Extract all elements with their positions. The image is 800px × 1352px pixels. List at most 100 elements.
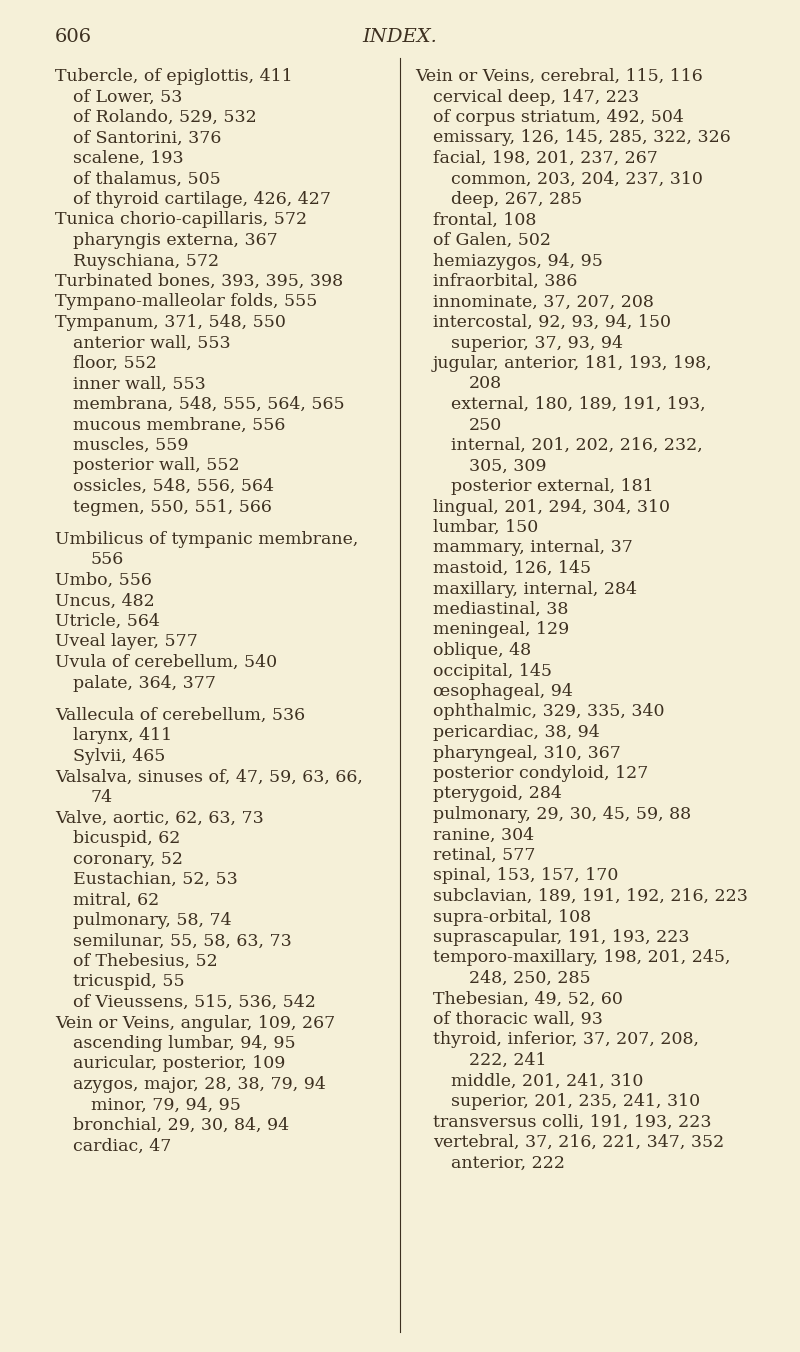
Text: spinal, 153, 157, 170: spinal, 153, 157, 170 bbox=[433, 868, 618, 884]
Text: palate, 364, 377: palate, 364, 377 bbox=[73, 675, 216, 691]
Text: of corpus striatum, 492, 504: of corpus striatum, 492, 504 bbox=[433, 110, 684, 126]
Text: 250: 250 bbox=[469, 416, 502, 434]
Text: Uveal layer, 577: Uveal layer, 577 bbox=[55, 634, 198, 650]
Text: membrana, 548, 555, 564, 565: membrana, 548, 555, 564, 565 bbox=[73, 396, 345, 412]
Text: semilunar, 55, 58, 63, 73: semilunar, 55, 58, 63, 73 bbox=[73, 933, 292, 949]
Text: larynx, 411: larynx, 411 bbox=[73, 727, 172, 745]
Text: INDEX.: INDEX. bbox=[362, 28, 438, 46]
Text: of Lower, 53: of Lower, 53 bbox=[73, 88, 182, 105]
Text: posterior external, 181: posterior external, 181 bbox=[451, 479, 654, 495]
Text: Umbo, 556: Umbo, 556 bbox=[55, 572, 152, 589]
Text: Vein or Veins, cerebral, 115, 116: Vein or Veins, cerebral, 115, 116 bbox=[415, 68, 702, 85]
Text: Tympanum, 371, 548, 550: Tympanum, 371, 548, 550 bbox=[55, 314, 286, 331]
Text: 606: 606 bbox=[55, 28, 92, 46]
Text: œsophageal, 94: œsophageal, 94 bbox=[433, 683, 573, 700]
Text: external, 180, 189, 191, 193,: external, 180, 189, 191, 193, bbox=[451, 396, 706, 412]
Text: scalene, 193: scalene, 193 bbox=[73, 150, 184, 168]
Text: frontal, 108: frontal, 108 bbox=[433, 211, 536, 228]
Text: Valve, aortic, 62, 63, 73: Valve, aortic, 62, 63, 73 bbox=[55, 810, 264, 826]
Text: mammary, internal, 37: mammary, internal, 37 bbox=[433, 539, 633, 557]
Text: facial, 198, 201, 237, 267: facial, 198, 201, 237, 267 bbox=[433, 150, 658, 168]
Text: of Vieussens, 515, 536, 542: of Vieussens, 515, 536, 542 bbox=[73, 994, 316, 1011]
Text: internal, 201, 202, 216, 232,: internal, 201, 202, 216, 232, bbox=[451, 437, 702, 454]
Text: floor, 552: floor, 552 bbox=[73, 356, 157, 372]
Text: mastoid, 126, 145: mastoid, 126, 145 bbox=[433, 560, 591, 577]
Text: hemiazygos, 94, 95: hemiazygos, 94, 95 bbox=[433, 253, 603, 269]
Text: pterygoid, 284: pterygoid, 284 bbox=[433, 786, 562, 803]
Text: 556: 556 bbox=[91, 552, 124, 568]
Text: transversus colli, 191, 193, 223: transversus colli, 191, 193, 223 bbox=[433, 1114, 711, 1130]
Text: of thalamus, 505: of thalamus, 505 bbox=[73, 170, 221, 188]
Text: anterior, 222: anterior, 222 bbox=[451, 1155, 565, 1171]
Text: pharyngis externa, 367: pharyngis externa, 367 bbox=[73, 233, 278, 249]
Text: mediastinal, 38: mediastinal, 38 bbox=[433, 602, 568, 618]
Text: Vallecula of cerebellum, 536: Vallecula of cerebellum, 536 bbox=[55, 707, 305, 725]
Text: Tunica chorio-capillaris, 572: Tunica chorio-capillaris, 572 bbox=[55, 211, 307, 228]
Text: ranine, 304: ranine, 304 bbox=[433, 826, 534, 844]
Text: superior, 37, 93, 94: superior, 37, 93, 94 bbox=[451, 334, 623, 352]
Text: Tympano-malleolar folds, 555: Tympano-malleolar folds, 555 bbox=[55, 293, 318, 311]
Text: muscles, 559: muscles, 559 bbox=[73, 437, 189, 454]
Text: Vein or Veins, angular, 109, 267: Vein or Veins, angular, 109, 267 bbox=[55, 1014, 335, 1032]
Text: tricuspid, 55: tricuspid, 55 bbox=[73, 973, 185, 991]
Text: of thyroid cartilage, 426, 427: of thyroid cartilage, 426, 427 bbox=[73, 191, 331, 208]
Text: Tubercle, of epiglottis, 411: Tubercle, of epiglottis, 411 bbox=[55, 68, 293, 85]
Text: pulmonary, 58, 74: pulmonary, 58, 74 bbox=[73, 913, 232, 929]
Text: of Rolando, 529, 532: of Rolando, 529, 532 bbox=[73, 110, 257, 126]
Text: maxillary, internal, 284: maxillary, internal, 284 bbox=[433, 580, 637, 598]
Text: minor, 79, 94, 95: minor, 79, 94, 95 bbox=[91, 1096, 241, 1114]
Text: retinal, 577: retinal, 577 bbox=[433, 846, 535, 864]
Text: of thoracic wall, 93: of thoracic wall, 93 bbox=[433, 1011, 603, 1028]
Text: bicuspid, 62: bicuspid, 62 bbox=[73, 830, 180, 846]
Text: of Santorini, 376: of Santorini, 376 bbox=[73, 130, 222, 146]
Text: Umbilicus of tympanic membrane,: Umbilicus of tympanic membrane, bbox=[55, 531, 358, 548]
Text: 248, 250, 285: 248, 250, 285 bbox=[469, 969, 590, 987]
Text: pharyngeal, 310, 367: pharyngeal, 310, 367 bbox=[433, 745, 621, 761]
Text: posterior condyloid, 127: posterior condyloid, 127 bbox=[433, 765, 648, 781]
Text: innominate, 37, 207, 208: innominate, 37, 207, 208 bbox=[433, 293, 654, 311]
Text: inner wall, 553: inner wall, 553 bbox=[73, 376, 206, 392]
Text: auricular, posterior, 109: auricular, posterior, 109 bbox=[73, 1056, 286, 1072]
Text: Thebesian, 49, 52, 60: Thebesian, 49, 52, 60 bbox=[433, 991, 623, 1007]
Text: Valsalva, sinuses of, 47, 59, 63, 66,: Valsalva, sinuses of, 47, 59, 63, 66, bbox=[55, 768, 363, 786]
Text: temporo-maxillary, 198, 201, 245,: temporo-maxillary, 198, 201, 245, bbox=[433, 949, 730, 967]
Text: ossicles, 548, 556, 564: ossicles, 548, 556, 564 bbox=[73, 479, 274, 495]
Text: lumbar, 150: lumbar, 150 bbox=[433, 519, 538, 535]
Text: infraorbital, 386: infraorbital, 386 bbox=[433, 273, 578, 289]
Text: mitral, 62: mitral, 62 bbox=[73, 891, 159, 909]
Text: mucous membrane, 556: mucous membrane, 556 bbox=[73, 416, 286, 434]
Text: of Galen, 502: of Galen, 502 bbox=[433, 233, 551, 249]
Text: 74: 74 bbox=[91, 790, 113, 806]
Text: bronchial, 29, 30, 84, 94: bronchial, 29, 30, 84, 94 bbox=[73, 1117, 289, 1134]
Text: Uncus, 482: Uncus, 482 bbox=[55, 592, 154, 610]
Text: thyroid, inferior, 37, 207, 208,: thyroid, inferior, 37, 207, 208, bbox=[433, 1032, 699, 1049]
Text: occipital, 145: occipital, 145 bbox=[433, 662, 552, 680]
Text: coronary, 52: coronary, 52 bbox=[73, 850, 183, 868]
Text: pericardiac, 38, 94: pericardiac, 38, 94 bbox=[433, 725, 600, 741]
Text: tegmen, 550, 551, 566: tegmen, 550, 551, 566 bbox=[73, 499, 272, 515]
Text: lingual, 201, 294, 304, 310: lingual, 201, 294, 304, 310 bbox=[433, 499, 670, 515]
Text: anterior wall, 553: anterior wall, 553 bbox=[73, 334, 230, 352]
Text: intercostal, 92, 93, 94, 150: intercostal, 92, 93, 94, 150 bbox=[433, 314, 671, 331]
Text: deep, 267, 285: deep, 267, 285 bbox=[451, 191, 582, 208]
Text: Turbinated bones, 393, 395, 398: Turbinated bones, 393, 395, 398 bbox=[55, 273, 343, 289]
Text: middle, 201, 241, 310: middle, 201, 241, 310 bbox=[451, 1072, 643, 1090]
Text: Sylvii, 465: Sylvii, 465 bbox=[73, 748, 166, 765]
Text: 208: 208 bbox=[469, 376, 502, 392]
Text: azygos, major, 28, 38, 79, 94: azygos, major, 28, 38, 79, 94 bbox=[73, 1076, 326, 1092]
Text: posterior wall, 552: posterior wall, 552 bbox=[73, 457, 240, 475]
Text: 222, 241: 222, 241 bbox=[469, 1052, 546, 1069]
Text: Ruyschiana, 572: Ruyschiana, 572 bbox=[73, 253, 219, 269]
Text: 305, 309: 305, 309 bbox=[469, 457, 546, 475]
Text: superior, 201, 235, 241, 310: superior, 201, 235, 241, 310 bbox=[451, 1092, 700, 1110]
Text: pulmonary, 29, 30, 45, 59, 88: pulmonary, 29, 30, 45, 59, 88 bbox=[433, 806, 691, 823]
Text: suprascapular, 191, 193, 223: suprascapular, 191, 193, 223 bbox=[433, 929, 690, 946]
Text: cardiac, 47: cardiac, 47 bbox=[73, 1137, 171, 1155]
Text: cervical deep, 147, 223: cervical deep, 147, 223 bbox=[433, 88, 639, 105]
Text: Uvula of cerebellum, 540: Uvula of cerebellum, 540 bbox=[55, 654, 277, 671]
Text: common, 203, 204, 237, 310: common, 203, 204, 237, 310 bbox=[451, 170, 703, 188]
Text: oblique, 48: oblique, 48 bbox=[433, 642, 531, 658]
Text: vertebral, 37, 216, 221, 347, 352: vertebral, 37, 216, 221, 347, 352 bbox=[433, 1134, 724, 1151]
Text: Eustachian, 52, 53: Eustachian, 52, 53 bbox=[73, 871, 238, 888]
Text: ophthalmic, 329, 335, 340: ophthalmic, 329, 335, 340 bbox=[433, 703, 665, 721]
